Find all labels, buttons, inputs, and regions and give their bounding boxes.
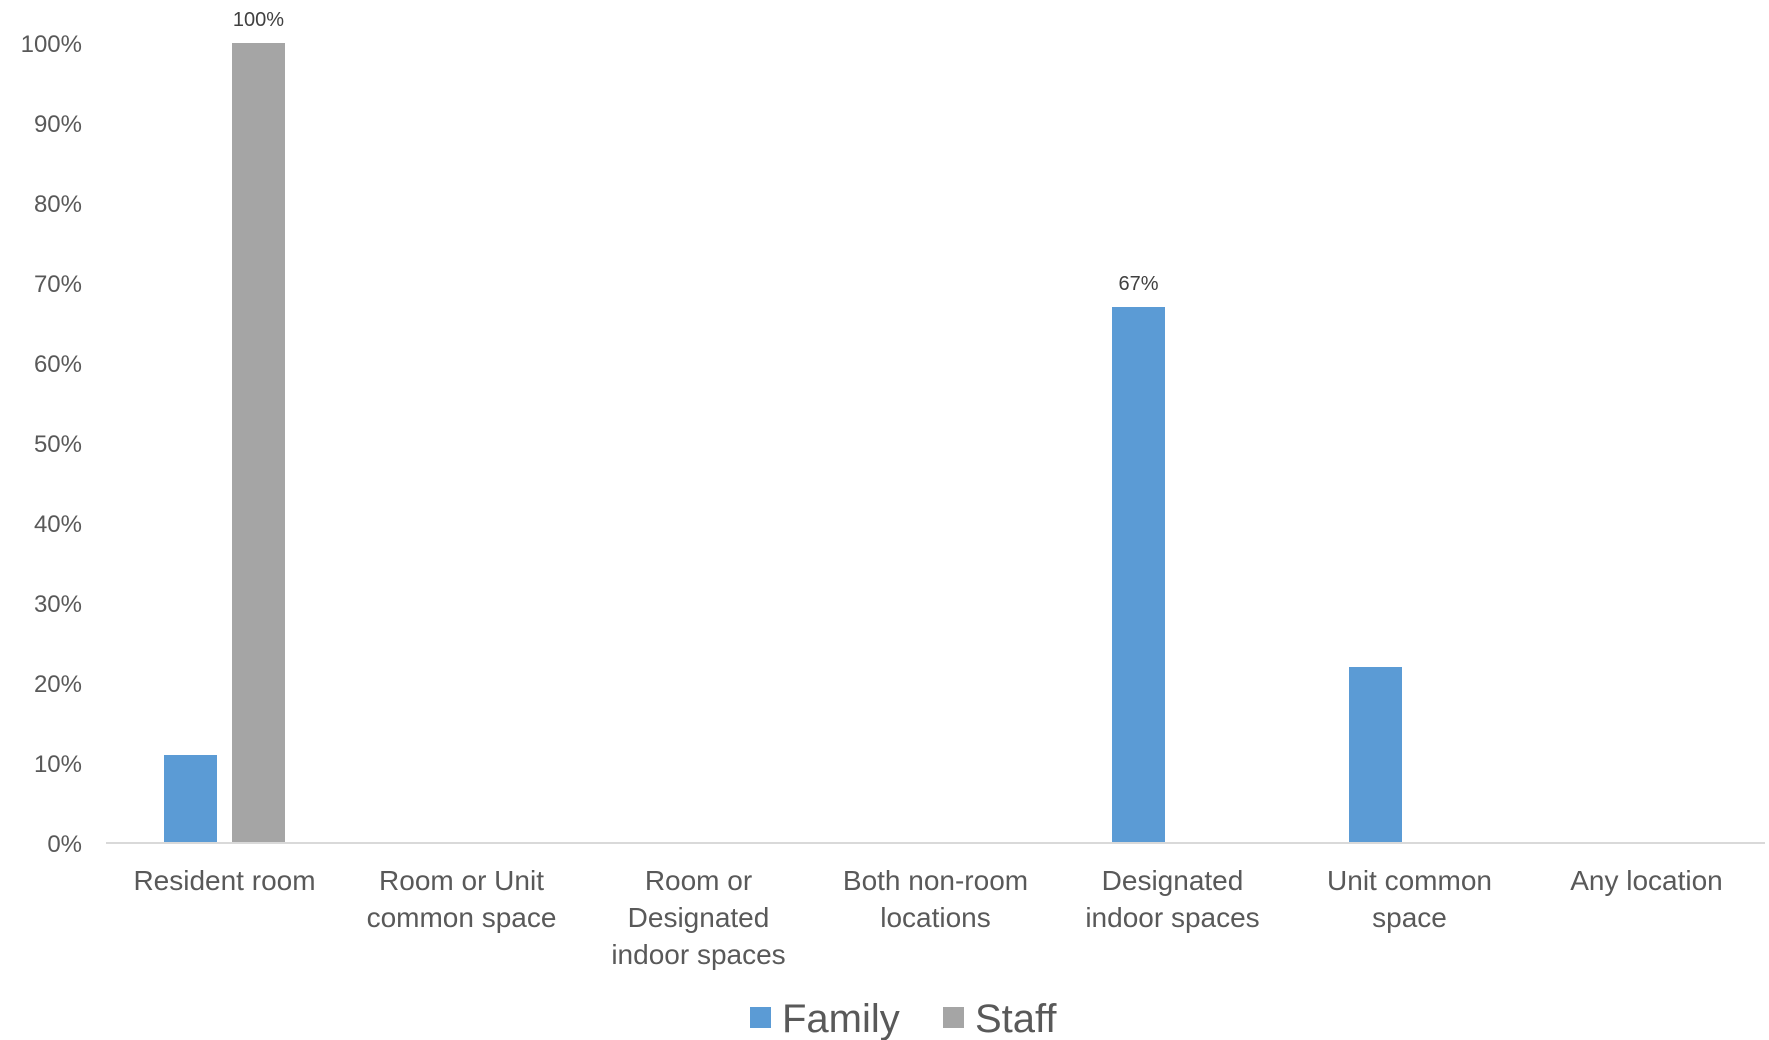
y-axis: 0% 10% 20% 30% 40% 50% 60% 70% 80% 90% 100%: [21, 31, 82, 858]
x-tick-label: Both non-room locations: [843, 865, 1028, 933]
x-tick-label: Resident room: [133, 865, 315, 896]
bar-family-5: [1349, 667, 1402, 843]
y-tick-label: 30%: [34, 591, 82, 618]
legend-swatch-family: [750, 1007, 771, 1028]
y-tick-label: 100%: [21, 31, 82, 58]
y-tick-label: 40%: [34, 511, 82, 538]
bar-staff-0: [232, 43, 285, 843]
bar-family-4: [1112, 307, 1165, 843]
x-tick-label: Unit common space: [1327, 865, 1492, 933]
y-tick-label: 70%: [34, 271, 82, 298]
x-tick-label: Any location: [1570, 865, 1723, 896]
bar-family-0: [164, 755, 217, 843]
data-labels: 67% 100%: [233, 9, 1159, 295]
legend-label-family: Family: [782, 997, 900, 1040]
y-tick-label: 50%: [34, 431, 82, 458]
y-tick-label: 0%: [47, 831, 82, 858]
y-tick-label: 60%: [34, 351, 82, 378]
y-tick-label: 20%: [34, 671, 82, 698]
x-tick-label: Designated indoor spaces: [1085, 865, 1259, 933]
x-tick-label: Room or Designated indoor spaces: [611, 865, 785, 970]
legend-swatch-staff: [943, 1007, 964, 1028]
data-label-staff-0: 100%: [233, 9, 284, 31]
x-axis: Resident room Room or Unit common space Roo…: [133, 865, 1722, 970]
data-label-family-4: 67%: [1118, 273, 1158, 295]
bars: [164, 43, 1402, 843]
y-tick-label: 90%: [34, 111, 82, 138]
x-tick-label: Room or Unit common space: [367, 865, 557, 933]
y-tick-label: 80%: [34, 191, 82, 218]
legend-label-staff: Staff: [975, 997, 1057, 1040]
legend: Family Staff: [750, 997, 1057, 1040]
y-tick-label: 10%: [34, 751, 82, 778]
